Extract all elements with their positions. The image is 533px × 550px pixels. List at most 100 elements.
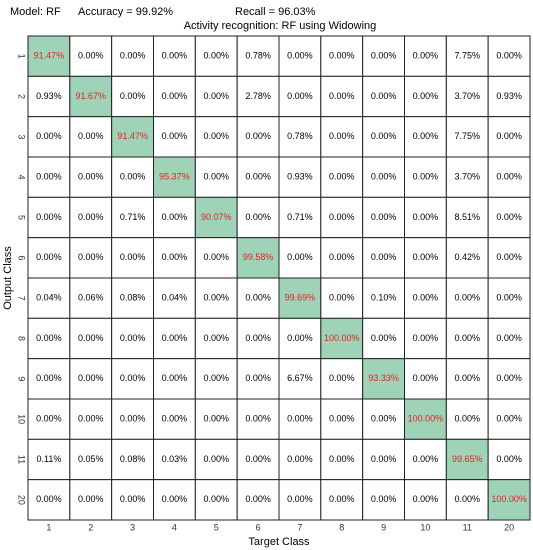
cell-label: 0.00%	[496, 454, 522, 464]
cell-label: 0.00%	[496, 212, 522, 222]
cell-label: 95.37%	[159, 172, 190, 182]
header-accuracy: Accuracy = 99.92%	[78, 6, 173, 18]
cell	[278, 479, 322, 521]
y-tick-label: 7	[17, 296, 27, 301]
cell	[445, 156, 489, 198]
cell-label: 0.00%	[162, 494, 188, 504]
cell	[278, 317, 322, 360]
cell	[487, 237, 531, 279]
cell	[27, 358, 71, 400]
cell	[487, 277, 531, 319]
cell-label: 0.00%	[78, 252, 104, 262]
cell-label: 0.00%	[78, 333, 104, 343]
cell	[111, 277, 154, 319]
cell	[27, 317, 71, 360]
cell-label: 0.00%	[245, 373, 271, 383]
cell-label: 0.00%	[36, 172, 62, 182]
cell-label: 0.00%	[120, 333, 146, 343]
cell	[69, 196, 113, 239]
cell-label: 0.00%	[496, 172, 522, 182]
cell	[278, 358, 322, 400]
cell-label: 0.00%	[120, 494, 146, 504]
cell	[27, 35, 71, 77]
cell	[404, 277, 447, 319]
y-axis-label: Output Class	[2, 246, 14, 310]
cell-label: 0.00%	[162, 414, 188, 424]
cell-label: 0.00%	[413, 454, 439, 464]
x-tick-label: 8	[339, 522, 344, 532]
cell	[194, 196, 238, 239]
cell	[445, 196, 489, 239]
cell-label: 0.00%	[413, 252, 439, 262]
cell-label: 0.00%	[371, 454, 397, 464]
cell-label: 0.00%	[329, 494, 355, 504]
cell	[487, 358, 531, 400]
cell-label: 0.00%	[329, 91, 355, 101]
cell	[487, 156, 531, 198]
cell	[27, 156, 71, 198]
cell-label: 0.00%	[413, 333, 439, 343]
cell	[69, 75, 113, 118]
cell	[487, 479, 531, 521]
cell	[153, 438, 196, 481]
cell	[362, 237, 405, 279]
cell-label: 0.00%	[287, 51, 313, 61]
cell	[404, 35, 447, 77]
cell-label: 0.00%	[245, 333, 271, 343]
cell	[487, 35, 531, 77]
cell-label: 0.08%	[120, 293, 146, 303]
cell-label: 2.78%	[245, 91, 271, 101]
cell-label: 0.08%	[120, 454, 146, 464]
cell-label: 0.00%	[203, 51, 229, 61]
x-axis-label: Target Class	[248, 536, 310, 548]
y-tick-label: 9	[17, 376, 27, 381]
y-tick-label: 3	[17, 134, 27, 139]
cell-label: 0.00%	[287, 252, 313, 262]
x-tick-label: 1	[46, 522, 51, 532]
cell	[404, 398, 447, 440]
y-tick-label: 11	[17, 455, 27, 464]
cell-label: 0.00%	[413, 373, 439, 383]
cell-label: 0.00%	[245, 212, 271, 222]
cell-label: 0.00%	[203, 91, 229, 101]
cell-label: 0.00%	[78, 212, 104, 222]
cell	[278, 116, 322, 158]
x-tick-label: 6	[256, 522, 261, 532]
cell-label: 0.00%	[496, 373, 522, 383]
cell-label: 0.00%	[287, 91, 313, 101]
y-tick-label: 8	[17, 336, 27, 341]
cell	[153, 156, 196, 198]
cell	[153, 75, 196, 118]
y-tick-label: 2	[17, 94, 27, 99]
cell	[278, 75, 322, 118]
cell-label: 0.00%	[496, 414, 522, 424]
cell	[278, 237, 322, 279]
cell-label: 91.47%	[117, 131, 148, 141]
cell-label: 0.00%	[454, 373, 480, 383]
y-tick-label: 5	[17, 215, 27, 220]
cell-label: 0.00%	[36, 494, 62, 504]
cell-label: 0.00%	[36, 131, 62, 141]
cell	[69, 358, 113, 400]
cell-label: 0.00%	[36, 373, 62, 383]
chart-title: Activity recognition: RF using Widowing	[184, 20, 377, 32]
cell	[320, 75, 364, 118]
cell-label: 0.00%	[329, 293, 355, 303]
cell	[111, 196, 154, 239]
cell	[27, 196, 71, 239]
cell	[445, 479, 489, 521]
cell	[111, 358, 154, 400]
cell-label: 0.00%	[413, 172, 439, 182]
x-tick-label: 9	[381, 522, 386, 532]
cell	[69, 277, 113, 319]
y-tick-label: 1	[17, 54, 27, 59]
cell-label: 0.00%	[203, 172, 229, 182]
cell	[278, 196, 322, 239]
cell	[153, 317, 196, 360]
cell	[278, 398, 322, 440]
cell-label: 0.00%	[245, 172, 271, 182]
x-tick-label: 20	[504, 522, 514, 532]
cell-label: 0.00%	[371, 51, 397, 61]
cell-label: 0.00%	[245, 494, 271, 504]
